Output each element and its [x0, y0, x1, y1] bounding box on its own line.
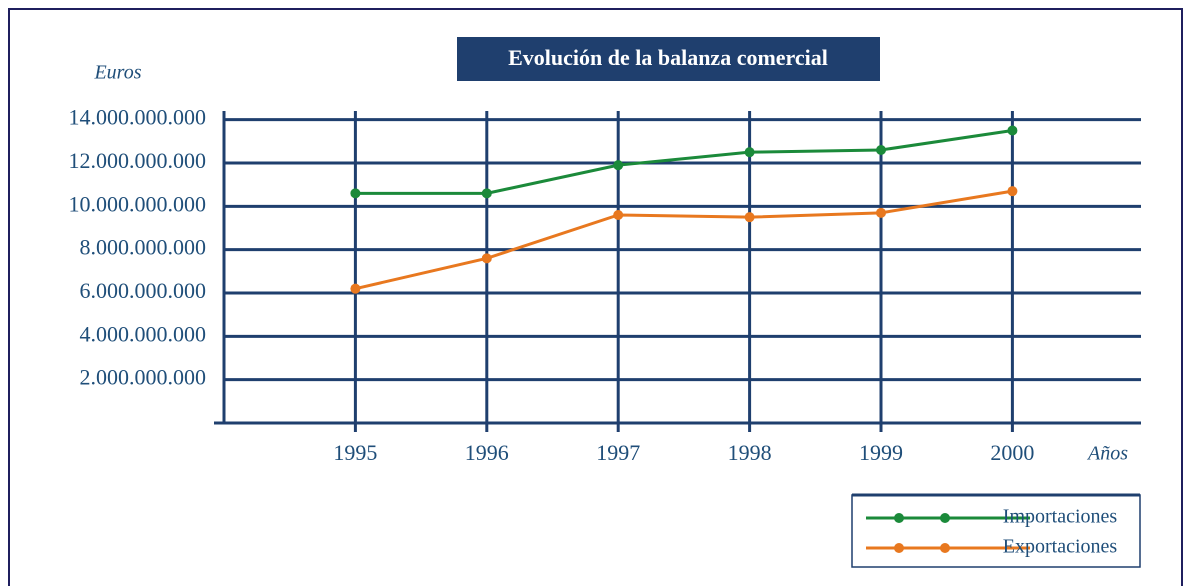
- data-point: [876, 207, 886, 218]
- data-point: [350, 188, 361, 199]
- title-box: [457, 37, 880, 81]
- legend-dot: [894, 543, 904, 553]
- x-tick-label: 1996: [465, 440, 509, 465]
- y-tick-label: 8.000.000.000: [80, 235, 207, 260]
- y-tick-label: 2.000.000.000: [80, 365, 207, 390]
- data-point: [1007, 125, 1018, 136]
- y-tick-label: 14.000.000.000: [69, 105, 207, 130]
- y-tick-label: 4.000.000.000: [80, 321, 207, 346]
- x-tick-label: 1995: [333, 440, 377, 465]
- data-point: [481, 253, 492, 264]
- data-point: [613, 210, 624, 220]
- y-tick-label: 12.000.000.000: [69, 148, 207, 173]
- x-tick-label: 1997: [596, 440, 640, 465]
- series-line: [355, 129, 1013, 195]
- y-tick-label: 6.000.000.000: [80, 278, 207, 303]
- data-point: [350, 283, 361, 294]
- chart-title: Evolución de la balanza comercial: [508, 45, 828, 70]
- data-point: [744, 212, 755, 223]
- data-point: [1007, 186, 1018, 197]
- data-point: [481, 188, 492, 199]
- data-point: [613, 160, 624, 171]
- data-point: [876, 145, 886, 155]
- legend-label: Importaciones: [1003, 506, 1118, 528]
- legend-dot: [940, 513, 950, 523]
- series-line: [355, 189, 1013, 291]
- data-point: [744, 147, 755, 158]
- y-tick-label: 10.000.000.000: [69, 191, 207, 216]
- legend-dot: [940, 543, 950, 553]
- x-axis-label: Años: [1086, 443, 1128, 465]
- x-tick-label: 2000: [990, 440, 1034, 465]
- frame: [8, 8, 1183, 586]
- legend-dot: [894, 513, 904, 523]
- legend-box: [851, 494, 1141, 568]
- x-tick-label: 1999: [859, 440, 903, 465]
- y-axis-label: Euros: [93, 62, 141, 84]
- legend-label: Exportaciones: [1003, 536, 1118, 558]
- x-tick-label: 1998: [728, 440, 772, 465]
